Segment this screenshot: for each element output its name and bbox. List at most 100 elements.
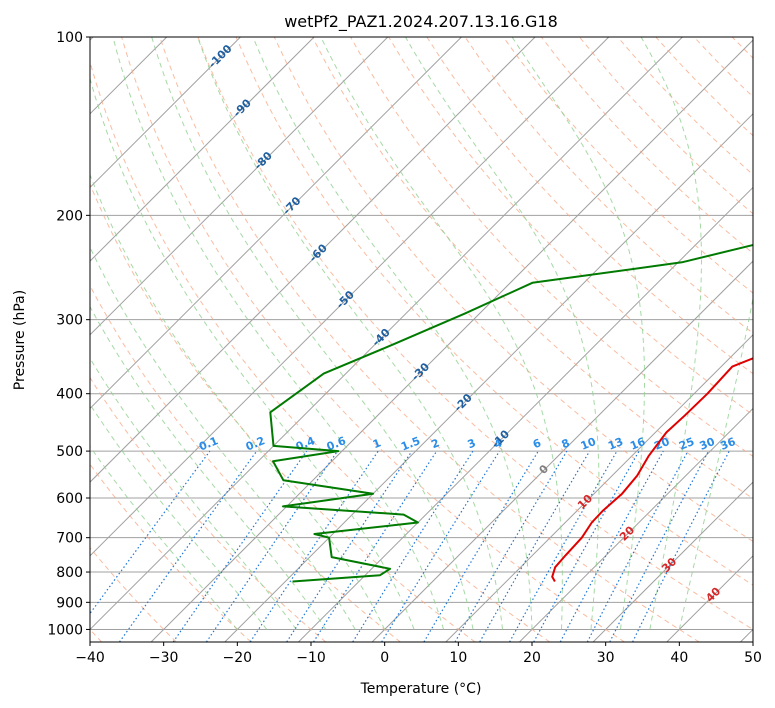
moist-adiabat-line <box>90 403 268 630</box>
x-tick-label: −20 <box>223 650 253 666</box>
x-axis-label: Temperature (°C) <box>360 681 482 697</box>
dry-adiabat-line <box>770 37 775 642</box>
moist-adiabat-line <box>90 245 356 630</box>
mixing-ratio-label: 2 <box>429 436 441 451</box>
isotherm-label: -20 <box>452 391 475 414</box>
dry-adiabat-line <box>159 37 700 642</box>
dry-adiabat-line <box>693 37 753 98</box>
isotherm-line <box>90 37 683 631</box>
mixing-ratio-lines <box>90 450 730 642</box>
x-tick-label: 0 <box>380 650 389 666</box>
y-tick-label: 600 <box>56 491 83 507</box>
moist-adiabat-line <box>151 37 474 630</box>
x-tick-label: 30 <box>597 650 615 666</box>
isotherm-line <box>90 37 315 262</box>
y-tick-label: 200 <box>56 208 83 224</box>
dry-adiabat-line <box>90 60 551 642</box>
mixing-ratio-line <box>205 450 338 642</box>
isobar-lines <box>90 37 753 630</box>
moist-adiabat-line <box>252 37 533 630</box>
mixing-ratio-label: 8 <box>560 436 572 451</box>
mixing-ratio-label: 30 <box>698 435 717 453</box>
moist-adiabat-line <box>90 173 386 630</box>
mixing-ratio-line <box>559 450 664 642</box>
dry-adiabat-line <box>90 376 327 642</box>
y-tick-label: 100 <box>56 30 83 46</box>
isotherm-line <box>592 481 753 642</box>
dry-adiabat-line <box>90 546 177 642</box>
x-tick-label: 40 <box>670 650 688 666</box>
dry-adiabat-line <box>235 37 753 586</box>
isotherm-label: -100 <box>206 42 235 71</box>
x-tick-label: 10 <box>449 650 467 666</box>
isotherm-label: -50 <box>334 288 357 311</box>
mixing-ratio-line <box>586 450 689 642</box>
mixing-ratio-line <box>119 450 258 642</box>
y-tick-label: 1000 <box>47 622 83 638</box>
profile-series <box>269 243 753 583</box>
moist-adiabat-line <box>320 37 563 630</box>
isotherm-line <box>740 628 753 642</box>
dry-adiabat-line <box>541 37 753 254</box>
dry-adiabat-line <box>655 37 753 137</box>
mixing-ratio-line <box>381 450 501 642</box>
moist-adiabat-line <box>90 76 415 630</box>
mixing-ratio-label: 1 <box>371 436 383 451</box>
mixing-ratio-line <box>249 450 379 642</box>
mixing-ratio-line <box>423 450 539 642</box>
dry-adiabat-line <box>197 37 753 630</box>
mixing-ratio-label: 6 <box>531 436 543 451</box>
moist-adiabat-line <box>405 37 600 630</box>
mixing-ratio-line <box>286 450 413 642</box>
plot-frame <box>89 36 754 643</box>
y-axis-label: Pressure (hPa) <box>12 290 28 390</box>
isotherm-lines <box>90 37 753 642</box>
isotherm-line <box>90 37 536 483</box>
x-tick-label: −40 <box>75 650 105 666</box>
isotherm-line <box>224 113 753 642</box>
mixing-ratio-line <box>454 450 568 642</box>
x-axis-ticks: −40 −30 −20 −10 0 10 20 30 40 50 <box>75 642 762 666</box>
dry-adiabat-line <box>350 37 753 458</box>
isotherm-label: -10 <box>489 427 512 450</box>
isotherm-line <box>90 37 462 410</box>
moist-adiabat-line <box>678 295 753 630</box>
mixing-ratio-label: 16 <box>628 435 647 453</box>
temperature-profile-line <box>551 357 753 582</box>
mixing-ratio-label: 10 <box>579 435 598 453</box>
dry-adiabat-line <box>121 37 625 642</box>
isotherm-line <box>371 260 753 642</box>
mixing-ratio-label: 3 <box>466 436 478 451</box>
mixing-ratio-label: 13 <box>606 435 625 453</box>
line-labels: 0.1 0.2 0.4 0.6 1 1.5 2 3 4 6 8 10 13 16 20 25 30 36-100-… <box>197 42 738 605</box>
y-tick-label: 500 <box>56 444 83 460</box>
mixing-ratio-line <box>533 450 640 642</box>
mixing-ratio-line <box>312 450 438 642</box>
plot-area: 0.1 0.2 0.4 0.6 1 1.5 2 3 4 6 8 10 13 16 20 25 30 36-100-… <box>90 37 775 642</box>
dry-adiabat-line <box>90 182 476 642</box>
moist-adiabat-line <box>640 37 702 630</box>
chart-title: wetPf2_PAZ1.2024.207.13.16.G18 <box>284 12 558 32</box>
isotherm-line <box>150 39 753 642</box>
x-tick-label: −10 <box>296 650 326 666</box>
y-tick-label: 700 <box>56 531 83 547</box>
dry-adiabat-line <box>388 37 753 416</box>
moist-adiabat-lines <box>90 37 753 630</box>
dry-adiabat-lines <box>90 37 775 642</box>
dry-adiabat-line <box>90 284 401 642</box>
isotherm-line <box>519 407 753 642</box>
mixing-ratio-line <box>172 450 308 642</box>
isotherm-line <box>90 37 610 557</box>
dry-adiabat-line <box>617 37 753 176</box>
mixing-ratio-line <box>90 450 211 615</box>
dry-adiabat-line <box>464 37 753 334</box>
moist-adiabat-line <box>511 37 645 630</box>
mixing-ratio-line <box>509 450 618 642</box>
x-tick-label: 20 <box>523 650 541 666</box>
moist-adiabat-line <box>197 37 503 630</box>
dry-adiabat-line <box>90 463 252 642</box>
moist-adiabat-line <box>90 305 327 630</box>
mixing-ratio-line <box>352 450 474 642</box>
y-tick-label: 300 <box>56 313 83 329</box>
